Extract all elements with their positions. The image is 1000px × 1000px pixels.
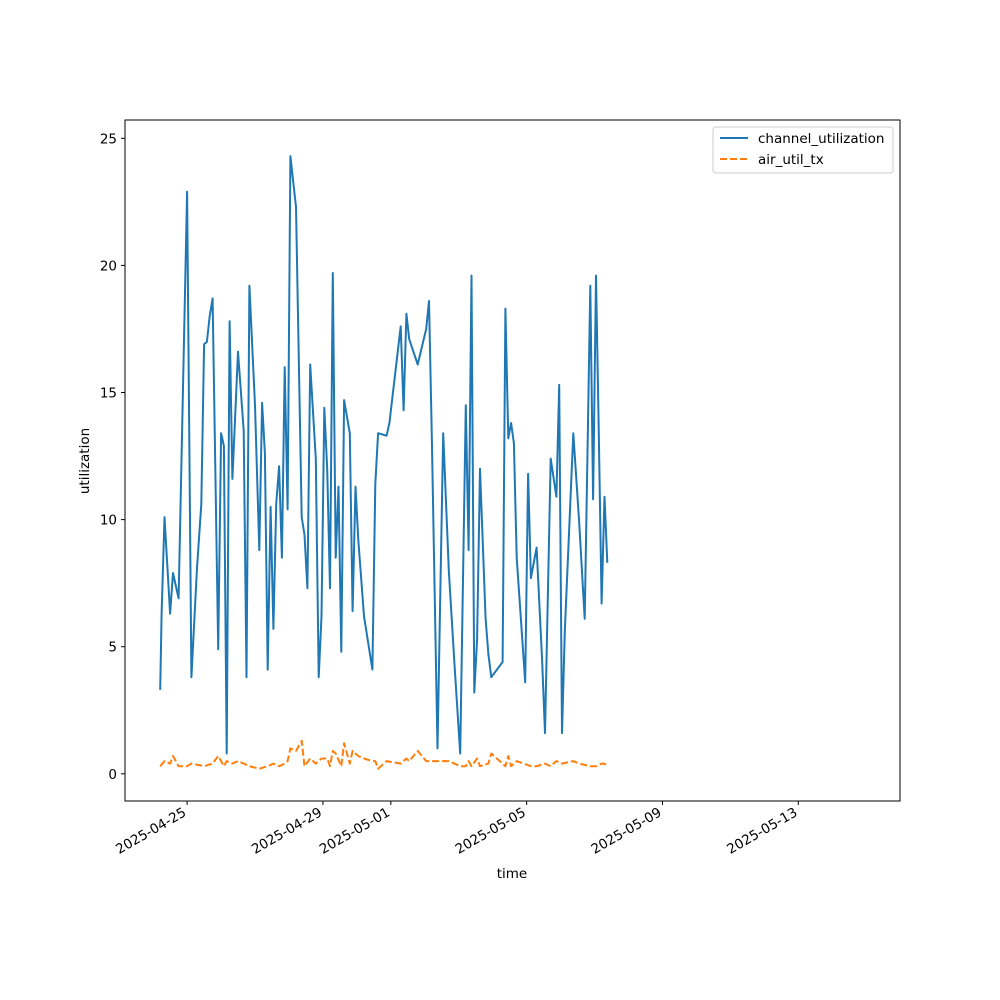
y-tick-label: 15: [100, 386, 117, 402]
legend-label-air-util-tx: air_util_tx: [758, 152, 824, 168]
y-tick-label: 5: [108, 640, 117, 656]
plot-area: [159, 155, 609, 770]
y-tick-label: 20: [100, 258, 117, 274]
legend: channel_utilization air_util_tx: [712, 126, 894, 174]
series-line-air-util-tx: [159, 739, 608, 770]
y-tick-label: 10: [100, 513, 117, 529]
y-axis-label: utilization: [77, 428, 93, 494]
legend-label-channel-utilization: channel_utilization: [758, 131, 885, 147]
y-tick-label: 0: [108, 767, 117, 783]
axes-frame: [124, 119, 901, 802]
series-line-channel-utilization: [159, 155, 609, 755]
legend-frame: [712, 126, 894, 174]
x-axis-label: time: [497, 866, 528, 882]
y-tick-label: 25: [100, 131, 117, 147]
